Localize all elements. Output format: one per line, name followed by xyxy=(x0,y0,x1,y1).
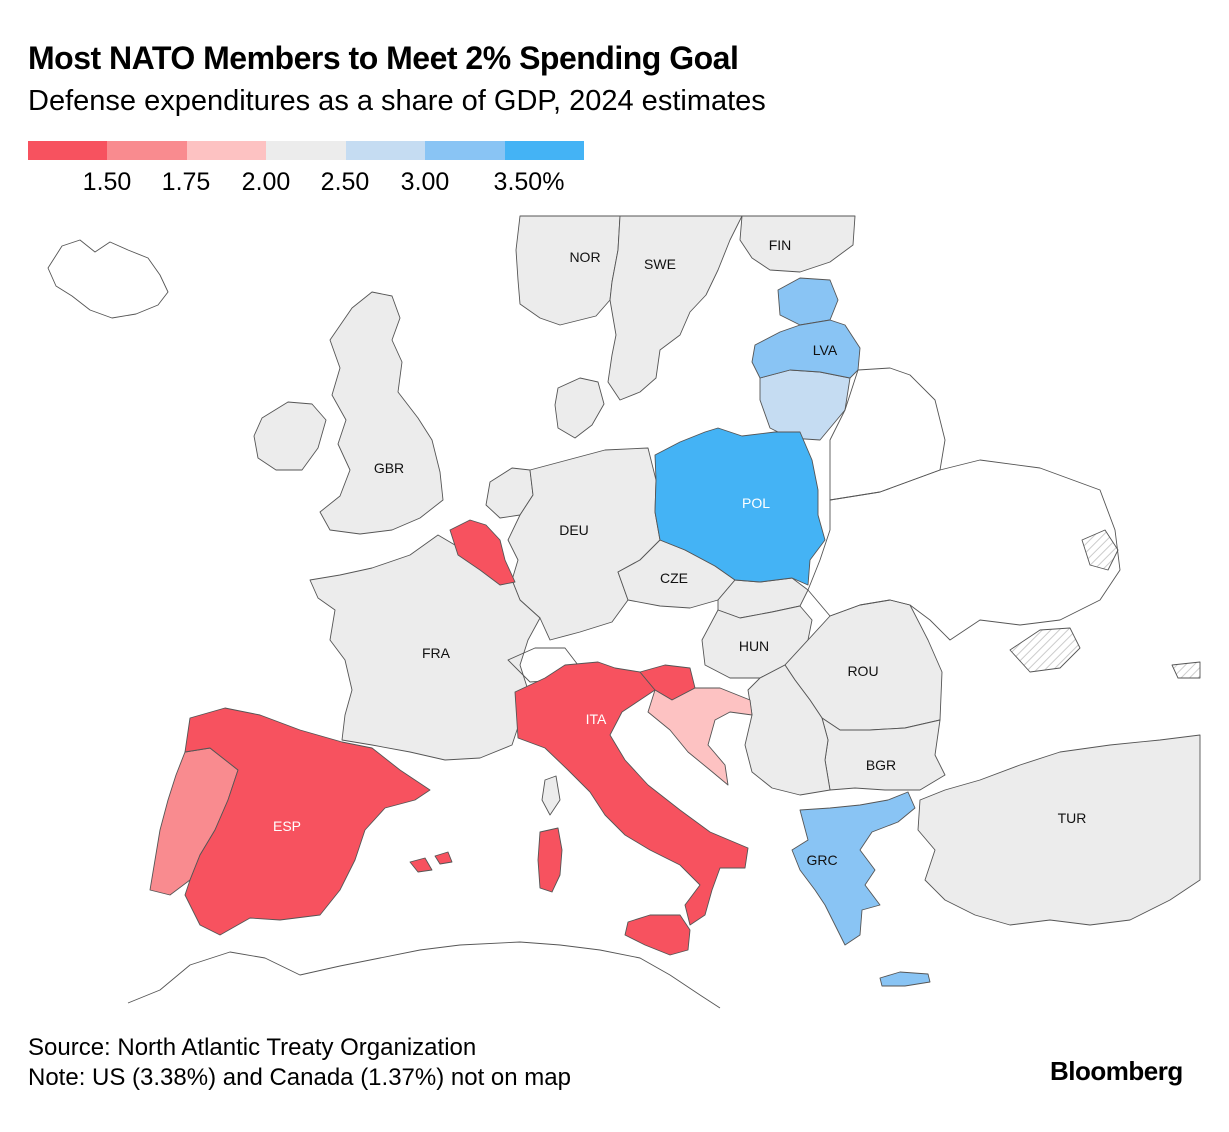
label-lva: LVA xyxy=(813,342,838,358)
iceland-outline xyxy=(47,239,169,319)
country-ita-sicily xyxy=(624,914,691,956)
label-bgr: BGR xyxy=(866,757,896,773)
country-lva xyxy=(751,319,861,379)
country-irl xyxy=(253,401,327,471)
country-dnk xyxy=(554,377,605,439)
source-note: Source: North Atlantic Treaty Organizati… xyxy=(28,1034,477,1061)
country-fin xyxy=(739,215,856,273)
country-blr-outline xyxy=(829,367,946,501)
legend-label-2: 1.75 xyxy=(161,168,211,196)
legend-swatch-1 xyxy=(28,141,108,160)
footer: Source: North Atlantic Treaty Organizati… xyxy=(28,1033,571,1093)
country-esp-balearic xyxy=(409,851,453,873)
label-gbr: GBR xyxy=(374,460,404,476)
country-tur xyxy=(917,734,1201,926)
country-fra-corsica xyxy=(541,775,561,816)
legend-labels: 1.50 1.75 2.00 2.50 3.00 3.50% xyxy=(28,168,584,204)
legend-swatch-3 xyxy=(186,141,267,160)
country-hrv xyxy=(647,687,753,786)
legend-swatches xyxy=(28,141,584,160)
country-est xyxy=(777,277,839,326)
label-fra: FRA xyxy=(422,645,451,661)
color-legend: 1.50 1.75 2.00 2.50 3.00 3.50% xyxy=(28,141,584,201)
country-gbr xyxy=(319,291,444,535)
chart-title: Most NATO Members to Meet 2% Spending Go… xyxy=(28,40,739,76)
country-ita-sardinia xyxy=(537,827,563,893)
label-cze: CZE xyxy=(660,570,688,586)
hatched-region-crimea xyxy=(1009,627,1081,673)
bloomberg-logo: Bloomberg xyxy=(1050,1056,1183,1086)
country-swe xyxy=(607,215,743,401)
label-deu: DEU xyxy=(559,522,589,538)
label-tur: TUR xyxy=(1058,810,1087,826)
country-balkans xyxy=(744,664,831,796)
country-grc xyxy=(791,791,916,946)
country-esp xyxy=(184,707,431,936)
legend-swatch-7 xyxy=(504,141,584,160)
legend-label-3: 2.00 xyxy=(241,168,291,196)
label-fin: FIN xyxy=(769,237,792,253)
country-grc-crete xyxy=(879,971,931,987)
label-ita: ITA xyxy=(586,711,607,727)
country-nor xyxy=(515,215,621,326)
label-rou: ROU xyxy=(847,663,878,679)
legend-swatch-4 xyxy=(266,141,346,160)
legend-swatch-2 xyxy=(107,141,187,160)
label-nor: NOR xyxy=(569,249,600,265)
hatched-region-caucasus xyxy=(1171,661,1201,679)
note: Note: US (3.38%) and Canada (1.37%) not … xyxy=(28,1064,571,1091)
country-pol xyxy=(654,427,826,586)
north-africa-coast xyxy=(127,941,721,1009)
label-pol: POL xyxy=(742,495,770,511)
legend-swatch-5 xyxy=(345,141,426,160)
label-grc: GRC xyxy=(806,852,837,868)
country-deu xyxy=(507,447,661,641)
legend-label-6: 3.50% xyxy=(493,168,565,196)
country-bel xyxy=(449,519,516,586)
hatched-region-east xyxy=(1081,529,1119,571)
legend-label-5: 3.00 xyxy=(400,168,450,196)
country-ltu xyxy=(759,369,851,441)
label-esp: ESP xyxy=(273,818,301,834)
legend-label-1: 1.50 xyxy=(82,168,132,196)
legend-label-4: 2.50 xyxy=(320,168,370,196)
legend-swatch-6 xyxy=(425,141,505,160)
chart-subtitle: Defense expenditures as a share of GDP, … xyxy=(28,85,766,117)
label-hun: HUN xyxy=(739,638,769,654)
label-swe: SWE xyxy=(644,256,676,272)
